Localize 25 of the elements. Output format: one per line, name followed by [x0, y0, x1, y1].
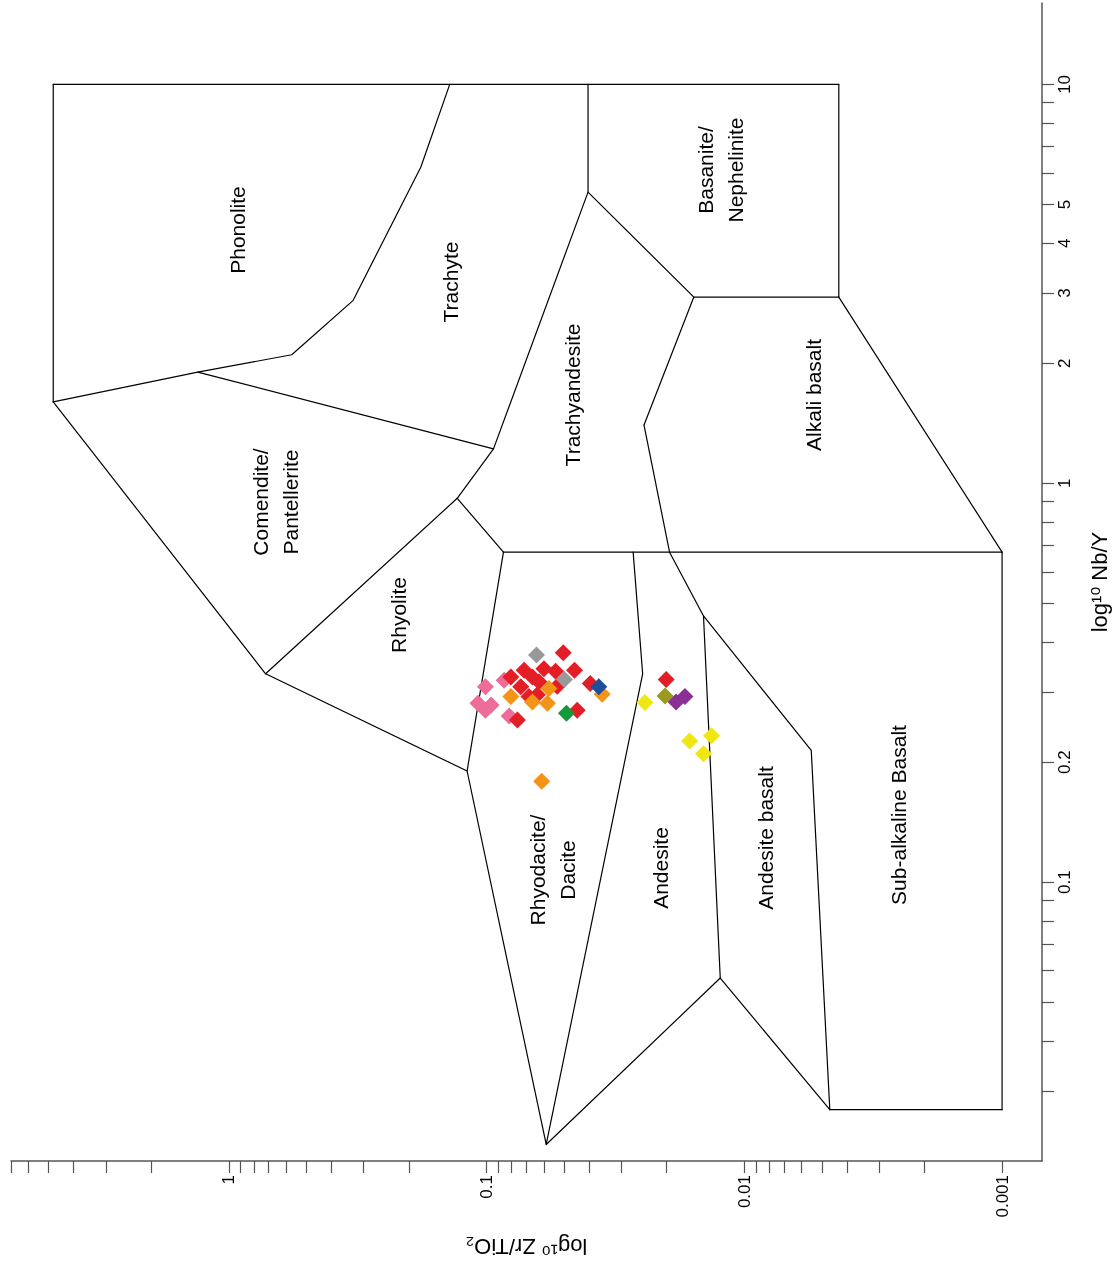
annotation: Trachyte: [438, 241, 462, 323]
annotation: Andesite basalt: [753, 766, 777, 910]
annotation: Comendite/ Pantellerite: [248, 448, 302, 556]
x-tick-label: 0.01: [734, 1175, 754, 1209]
annotation: Trachyandesite: [560, 323, 584, 467]
y-tick-label: 2: [1055, 358, 1074, 368]
annotation: Rhyolite: [386, 577, 410, 653]
annotation: Andesite: [648, 827, 672, 909]
x-tick-label: 0.001: [992, 1175, 1012, 1218]
y-tick-label: 10: [1055, 74, 1074, 94]
annotation: Sub-alkaline Basalt: [886, 724, 910, 905]
x-tick-label: 1: [219, 1175, 239, 1185]
y-tick-label: 4: [1055, 238, 1074, 248]
y-axis-title: log¹⁰ Nb/Y: [1086, 531, 1112, 633]
y-tick-label: 3: [1055, 288, 1074, 298]
y-tick-label: 0.2: [1055, 750, 1074, 774]
y-tick-label: 1: [1055, 478, 1074, 489]
annotation: Rhyodacite/ Dacite: [525, 814, 579, 926]
y-tick-label: 5: [1055, 199, 1074, 210]
annotation: Basanite/ Nephelinite: [693, 117, 747, 223]
annotation: Phonolite: [225, 186, 249, 274]
annotation: Alkali basalt: [801, 338, 825, 452]
x-tick-label: 0.1: [477, 1175, 497, 1199]
y-tick-label: 0.1: [1055, 870, 1074, 895]
x-axis-title: log¹⁰ Zr/TiO₂: [465, 1233, 588, 1259]
